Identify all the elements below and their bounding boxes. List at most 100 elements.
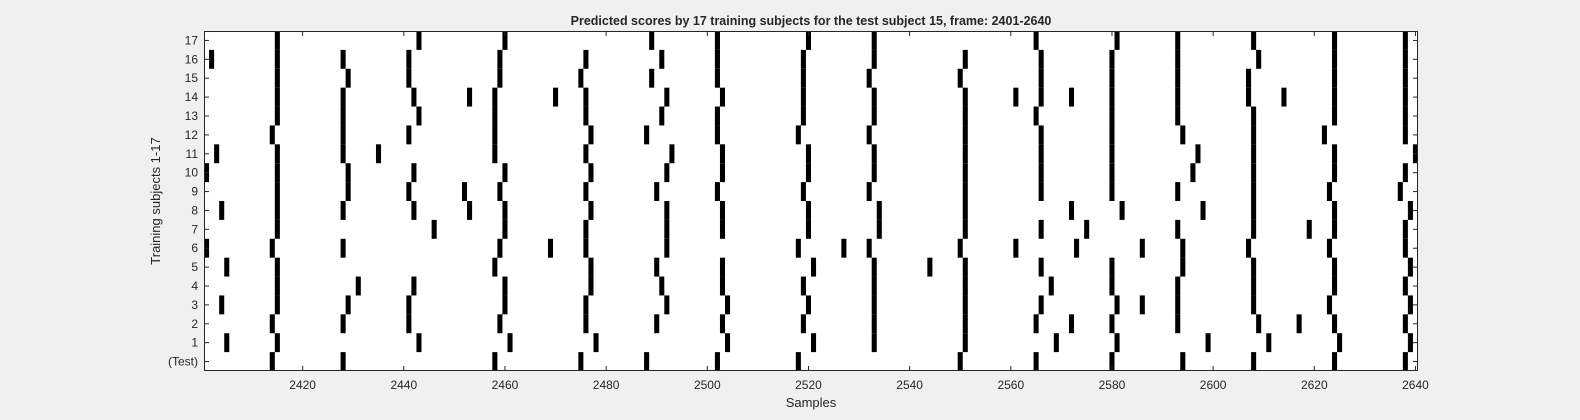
- score-mark: [1251, 219, 1257, 239]
- y-tick-label: 15: [185, 71, 199, 85]
- score-mark: [274, 182, 280, 201]
- score-mark: [502, 31, 508, 50]
- score-mark: [664, 238, 670, 258]
- score-mark: [1190, 163, 1196, 183]
- y-axis-label: Training subjects 1-17: [148, 137, 163, 264]
- score-mark: [1332, 219, 1338, 239]
- score-mark: [406, 182, 412, 201]
- score-mark: [1407, 201, 1413, 220]
- score-mark: [1251, 106, 1257, 126]
- score-mark: [1402, 68, 1408, 88]
- score-mark: [274, 257, 280, 277]
- score-mark: [340, 106, 346, 126]
- score-mark: [962, 182, 968, 201]
- score-mark: [1175, 295, 1181, 315]
- score-mark: [1074, 238, 1080, 258]
- score-mark: [274, 295, 280, 315]
- score-mark: [497, 182, 503, 201]
- score-mark: [1109, 106, 1115, 126]
- score-mark: [1256, 314, 1262, 334]
- score-mark: [502, 163, 508, 183]
- score-mark: [1068, 314, 1075, 334]
- score-mark: [274, 333, 280, 353]
- score-mark: [649, 31, 655, 50]
- score-mark: [507, 333, 513, 353]
- score-mark: [416, 106, 422, 126]
- score-mark: [467, 201, 473, 220]
- heatmap-marks: [204, 31, 1418, 371]
- score-mark: [1109, 163, 1115, 183]
- score-mark: [492, 87, 498, 107]
- score-mark: [1402, 276, 1408, 296]
- score-mark: [800, 276, 806, 296]
- score-mark: [497, 49, 503, 69]
- score-mark: [962, 201, 968, 220]
- score-mark: [588, 125, 594, 145]
- y-tick-label: 3: [191, 298, 198, 312]
- score-mark: [1038, 49, 1044, 69]
- score-mark: [1296, 314, 1302, 334]
- score-mark: [805, 295, 811, 315]
- score-mark: [411, 87, 417, 107]
- score-mark: [1251, 201, 1257, 220]
- y-tick-label: 5: [191, 260, 198, 274]
- score-mark: [719, 314, 726, 334]
- score-mark: [1175, 276, 1181, 296]
- x-tick-label: 2580: [1099, 378, 1126, 392]
- score-mark: [871, 144, 877, 164]
- chart-title: Predicted scores by 17 training subjects…: [571, 14, 1052, 28]
- y-tick-label: 10: [185, 166, 199, 180]
- y-tick-label: 6: [191, 241, 198, 255]
- score-mark: [1332, 106, 1338, 126]
- score-mark: [1332, 352, 1338, 371]
- score-mark: [719, 87, 726, 107]
- score-mark: [375, 144, 382, 164]
- score-mark: [340, 314, 346, 334]
- score-mark: [1180, 125, 1186, 145]
- score-mark: [340, 201, 346, 220]
- score-mark: [1332, 49, 1338, 69]
- score-mark: [406, 314, 412, 334]
- score-mark: [502, 295, 508, 315]
- score-mark: [1175, 68, 1181, 88]
- score-mark: [274, 68, 280, 88]
- score-mark: [553, 87, 559, 107]
- score-mark: [871, 87, 877, 107]
- score-mark: [274, 31, 280, 50]
- score-mark: [1175, 31, 1181, 50]
- score-mark: [800, 49, 806, 69]
- score-mark: [340, 87, 346, 107]
- score-mark: [654, 314, 660, 334]
- score-mark: [719, 276, 726, 296]
- score-mark: [800, 87, 806, 107]
- score-mark: [962, 87, 968, 107]
- score-mark: [714, 31, 720, 50]
- score-mark: [1246, 68, 1252, 88]
- score-mark: [811, 257, 817, 277]
- score-mark: [805, 31, 811, 50]
- score-mark: [1402, 163, 1408, 183]
- score-mark: [795, 352, 801, 371]
- score-mark: [866, 68, 872, 88]
- score-mark: [219, 295, 225, 315]
- score-mark: [274, 144, 280, 164]
- score-mark: [1332, 68, 1338, 88]
- score-mark: [805, 163, 811, 183]
- score-mark: [224, 257, 230, 277]
- y-tick-label: 7: [191, 222, 198, 236]
- score-mark: [962, 125, 968, 145]
- score-mark: [1013, 238, 1019, 258]
- score-mark: [406, 49, 412, 69]
- score-mark: [871, 314, 877, 334]
- score-mark: [795, 238, 801, 258]
- score-mark: [664, 201, 670, 220]
- score-mark: [1114, 333, 1120, 353]
- score-mark: [1175, 106, 1181, 126]
- score-mark: [340, 125, 346, 145]
- score-mark: [1033, 106, 1039, 126]
- score-mark: [1332, 144, 1338, 164]
- score-mark: [340, 238, 346, 258]
- score-mark: [406, 68, 412, 88]
- score-mark: [1402, 31, 1408, 50]
- score-mark: [1256, 49, 1262, 69]
